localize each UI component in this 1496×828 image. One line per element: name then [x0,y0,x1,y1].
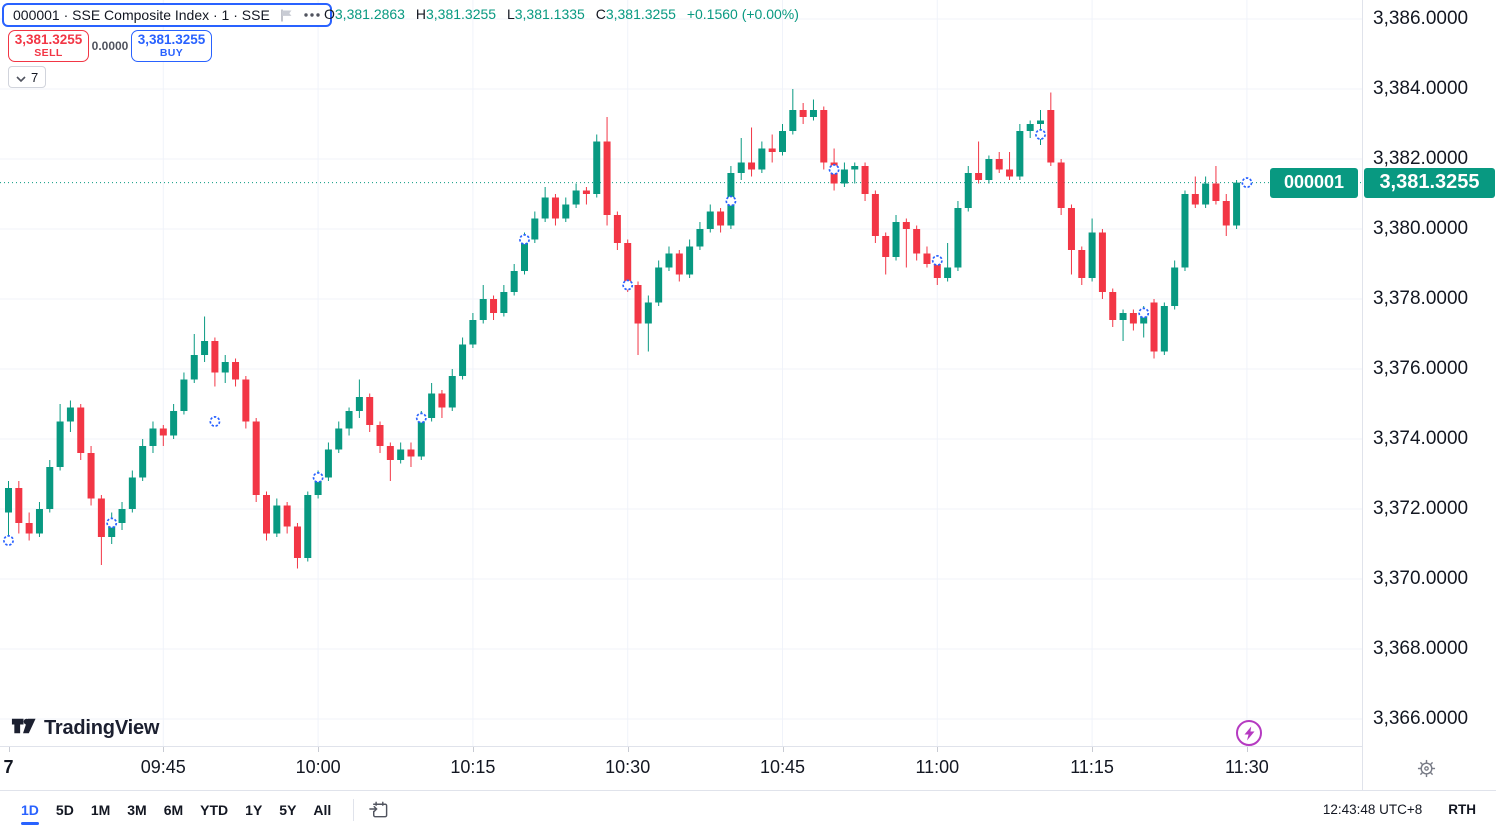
settings-icon[interactable] [1415,757,1437,779]
time-axis[interactable]: 7 09:45 10:00 10:15 10:30 10:45 11:00 11:15 11:3… [0,746,1362,790]
bottom-toolbar: 1D 5D 1M 3M 6M YTD 1Y 5Y All 12:43:48 UTC+8 RTH [0,790,1496,828]
buy-button[interactable]: 3,381.3255 BUY [131,30,212,62]
range-button-ytd[interactable]: YTD [193,797,235,823]
price-axis-label: 3,366.0000 [1373,708,1469,729]
legend-collapse-button[interactable]: 7 [8,66,47,88]
lightning-button[interactable] [1236,720,1262,746]
time-axis-tick [1092,747,1094,752]
price-axis-label: 3,382.0000 [1373,148,1469,169]
sell-label: SELL [34,46,63,59]
range-buttons: 1D 5D 1M 3M 6M YTD 1Y 5Y All [14,797,341,825]
price-axis-label: 3,372.0000 [1373,498,1469,519]
range-button-3m[interactable]: 3M [120,797,153,823]
time-axis-label: 10:45 [759,757,806,777]
time-axis-tick [472,747,474,752]
toolbar-divider [353,798,355,821]
range-button-6m[interactable]: 6M [157,797,190,823]
time-axis-label: 09:45 [140,757,186,777]
range-button-5y[interactable]: 5Y [272,797,303,823]
high-label: H [415,6,426,22]
price-axis-label: 3,376.0000 [1373,358,1469,379]
open-label: O [324,6,335,22]
time-axis-tick [8,747,10,752]
flag-icon[interactable] [279,8,294,23]
range-button-5d[interactable]: 5D [49,797,81,823]
buy-label: BUY [159,46,184,59]
collapsed-count: 7 [31,69,39,85]
tradingview-logo-icon [10,712,37,744]
last-price-text: 3,381.3255 [1379,171,1480,194]
sell-price: 3,381.3255 [14,32,83,48]
range-button-1y[interactable]: 1Y [238,797,269,823]
time-axis-tick [782,747,784,752]
session-badge[interactable]: RTH [1448,802,1476,817]
trade-buttons: 3,381.3255 SELL 0.0000 3,381.3255 BUY [8,30,212,62]
price-axis-label: 3,378.0000 [1373,288,1469,309]
low-label: L [506,6,515,22]
price-axis-label: 3,386.0000 [1373,8,1469,29]
time-axis-tick [937,747,939,752]
symbol-legend[interactable]: 000001 · SSE Composite Index · 1 · SSE [2,3,332,27]
price-axis[interactable]: 3,386.0000 3,384.0000 3,382.0000 3,380.0000… [1362,0,1496,790]
time-axis-tick [1246,747,1248,752]
chart-pane[interactable]: 000001 000001 · SSE Composite Index · 1 … [0,0,1362,746]
price-markers-layer [3,129,1253,546]
time-axis-tick [163,747,165,752]
sell-button[interactable]: 3,381.3255 SELL [8,30,89,62]
time-axis-label: 11:00 [915,757,960,777]
price-axis-label: 3,368.0000 [1373,638,1469,659]
time-axis-label: 10:15 [450,757,496,777]
time-axis-label: 10:30 [605,757,651,777]
tradingview-logo[interactable]: TradingView [10,712,159,744]
candles-layer [5,89,1241,569]
time-axis-label: 10:00 [295,757,341,777]
more-options-icon[interactable] [303,12,321,18]
chevron-down-icon [16,70,26,85]
price-line-symbol-label: 000001 [1270,167,1358,198]
candlestick-chart[interactable] [0,0,1362,746]
tradingview-logo-text: TradingView [44,716,160,739]
close-label: C [595,6,606,22]
clock[interactable]: 12:43:48 UTC+8 [1322,802,1423,817]
open-value: 3,381.2863 [334,6,405,22]
time-axis-tick [318,747,320,752]
time-axis-label: 11:30 [1225,757,1269,777]
buy-price: 3,381.3255 [137,32,206,48]
spread-value: 0.0000 [91,39,129,53]
change-value: +0.1560 (+0.00%) [686,6,799,22]
range-button-1m[interactable]: 1M [84,797,117,823]
range-button-1d[interactable]: 1D [14,797,46,825]
price-line-symbol-text: 000001 [1283,172,1345,193]
symbol-title: 000001 · SSE Composite Index · 1 · SSE [13,7,270,23]
low-value: 3,381.1335 [514,6,585,22]
price-axis-label: 3,370.0000 [1373,568,1469,589]
last-price-label: 3,381.3255 [1364,167,1495,198]
time-axis-label: 7 [3,757,14,777]
time-axis-label: 11:15 [1070,757,1114,777]
close-value: 3,381.3255 [605,6,676,22]
calendar-icon [369,801,388,818]
ohlc-legend: O3,381.2863 H3,381.3255 L3,381.1335 C3,3… [324,6,799,22]
price-axis-label: 3,380.0000 [1373,218,1469,239]
price-axis-label: 3,374.0000 [1373,428,1469,449]
time-axis-tick [627,747,629,752]
high-value: 3,381.3255 [425,6,497,22]
range-button-all[interactable]: All [306,797,338,823]
go-to-date-button[interactable] [366,797,391,822]
lightning-icon [1244,726,1254,740]
price-axis-label: 3,384.0000 [1373,78,1469,99]
